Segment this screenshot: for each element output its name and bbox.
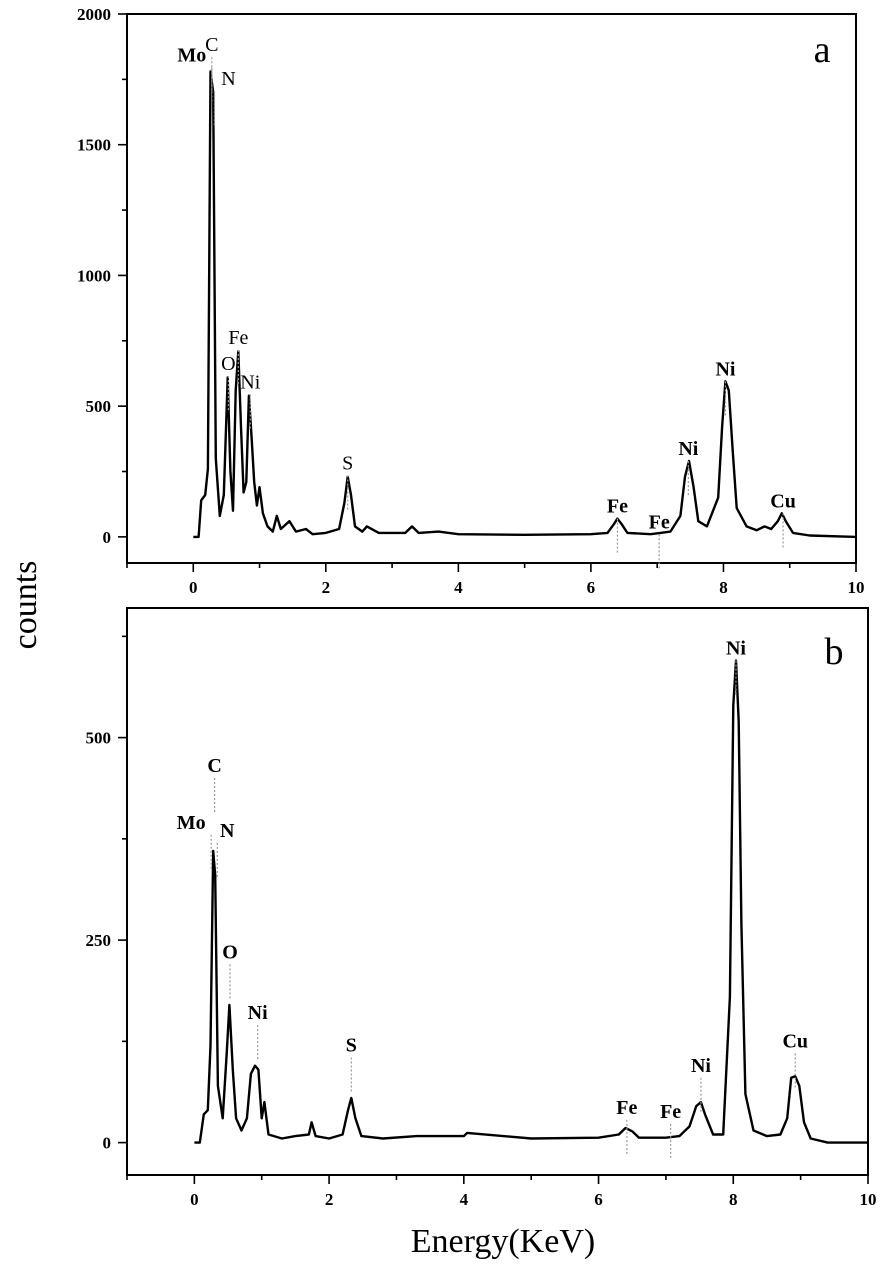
peak-label-ni: Ni [678,438,698,460]
peak-label-ni: Ni [240,371,260,393]
peak-label-n: N [220,820,235,842]
peak-label-mo: Mo [177,812,206,834]
x-tick-label: 10 [860,1190,877,1209]
panel-label: a [814,29,831,71]
peak-label-o: O [222,941,238,963]
peak-label-o: O [221,353,235,375]
x-tick-label: 0 [189,578,198,597]
peak-label-mo: Mo [177,45,206,67]
x-tick-label: 2 [322,578,331,597]
x-tick-label: 8 [719,578,728,597]
x-tick-label: 4 [454,578,463,597]
panel-label: b [825,631,844,673]
x-tick-label: 2 [325,1190,334,1209]
peak-label-ni: Ni [726,638,746,660]
y-axis-title: counts [7,561,44,650]
peak-label-ni: Ni [715,358,735,380]
peak-label-s: S [346,1035,357,1057]
x-axis-title: Energy(KeV) [411,1223,595,1260]
peak-label-fe: Fe [228,327,248,349]
x-tick-label: 0 [190,1190,199,1209]
x-tick-label: 8 [729,1190,738,1209]
peak-label-fe: Fe [649,511,670,533]
y-tick-label: 1000 [77,266,111,285]
y-tick-label: 500 [86,729,112,748]
y-tick-label: 2000 [77,5,111,24]
peak-label-n: N [221,68,235,90]
y-tick-label: 0 [103,1134,112,1153]
plot-frame [126,607,869,1176]
y-tick-label: 0 [103,528,112,547]
x-tick-label: 10 [848,578,865,597]
x-tick-label: 6 [587,578,596,597]
x-tick-label: 4 [460,1190,469,1209]
peak-label-fe: Fe [607,496,628,518]
y-tick-label: 1500 [77,136,111,155]
spectrum-line [193,70,857,539]
spectrum-line [194,659,868,1144]
peak-label-c: C [205,34,218,56]
peak-label-c: C [207,755,221,777]
peak-label-cu: Cu [782,1030,808,1052]
panel-b: 0 2 4 6 8 10 0 250 500 C Mo N O Ni S Fe Fe Ni Ni Cu b [86,607,877,1209]
peak-label-cu: Cu [770,490,796,512]
plot-frame [126,13,857,564]
y-tick-label: 250 [86,931,112,950]
peak-label-ni: Ni [691,1055,711,1077]
peak-label-fe: Fe [660,1101,681,1123]
x-tick-label: 6 [594,1190,603,1209]
peak-label-ni: Ni [248,1002,268,1024]
peak-label-fe: Fe [616,1097,637,1119]
y-tick-label: 500 [86,397,112,416]
peak-label-s: S [342,453,353,475]
